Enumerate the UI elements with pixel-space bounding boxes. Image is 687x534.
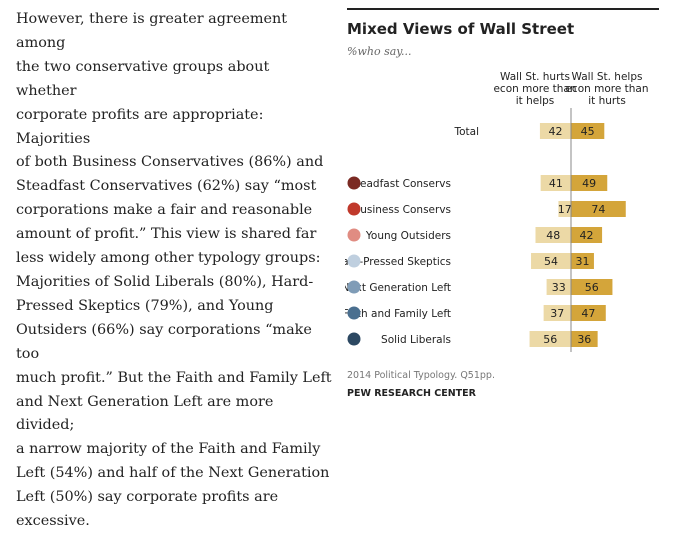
series-header-hurts: Wall St. hurts econ more than it helps: [493, 71, 576, 107]
bar-hurts: [540, 175, 571, 191]
chart-top-rule: [347, 8, 659, 10]
bar-hurts: [531, 253, 571, 269]
value-label-hurts: 54: [544, 255, 558, 268]
bar-helps: [571, 331, 598, 347]
category-label: Steadfast Conservs: [349, 178, 451, 190]
category-label: Young Outsiders: [365, 230, 451, 242]
value-label-helps: 31: [575, 255, 589, 268]
series-header-helps: Wall St. helps econ more than it hurts: [565, 71, 648, 107]
value-label-hurts: 41: [549, 177, 563, 190]
bar-helps: [571, 305, 606, 321]
value-label-helps: 36: [577, 333, 591, 346]
group-marker-icon: [347, 280, 361, 294]
bar-hurts: [539, 123, 571, 139]
value-label-hurts: 42: [548, 125, 562, 138]
value-label-helps: 56: [585, 281, 599, 294]
bar-helps: [571, 123, 605, 139]
group-marker-icon: [347, 202, 361, 216]
bar-hurts: [558, 201, 571, 217]
category-label: Next Generation Left: [345, 282, 451, 294]
bar-helps: [571, 175, 608, 191]
value-label-hurts: 37: [550, 307, 564, 320]
chart-panel: Mixed Views of Wall Street %who say... W…: [345, 0, 687, 430]
bar-hurts: [529, 331, 571, 347]
chart-org: PEW RESEARCH CENTER: [347, 388, 476, 399]
article-text: However, there is greater agreement amon…: [16, 11, 332, 530]
value-label-hurts: 56: [543, 333, 557, 346]
bar-helps: [571, 253, 594, 269]
category-label: Total: [453, 126, 479, 138]
chart-source: 2014 Political Typology. Q51pp.: [347, 370, 495, 381]
value-label-hurts: 33: [552, 281, 566, 294]
category-label: Faith and Family Left: [345, 308, 451, 320]
value-label-hurts: 48: [546, 229, 560, 242]
category-label: Business Conservs: [353, 204, 451, 216]
value-label-helps: 45: [581, 125, 595, 138]
value-label-helps: 74: [591, 203, 605, 216]
bar-helps: [571, 227, 603, 243]
chart-title: Mixed Views of Wall Street: [347, 20, 575, 38]
category-label: Solid Liberals: [381, 334, 451, 346]
bar-hurts: [543, 305, 571, 321]
group-marker-icon: [347, 306, 361, 320]
value-label-helps: 49: [582, 177, 596, 190]
bar-hurts: [535, 227, 571, 243]
category-label: Hard-Pressed Skeptics: [345, 256, 451, 268]
group-marker-icon: [347, 228, 361, 242]
bar-helps: [571, 279, 613, 295]
group-marker-icon: [347, 332, 361, 346]
value-label-helps: 47: [581, 307, 595, 320]
bar-helps: [571, 201, 626, 217]
group-marker-icon: [347, 176, 361, 190]
bar-hurts: [546, 279, 571, 295]
chart-subtitle: %who say...: [347, 45, 412, 58]
value-label-hurts: 17: [558, 203, 572, 216]
value-label-helps: 42: [580, 229, 594, 242]
diverging-bar-chart: Wall St. hurts econ more than it helpsWall…: [345, 71, 649, 352]
group-marker-icon: [347, 254, 361, 268]
